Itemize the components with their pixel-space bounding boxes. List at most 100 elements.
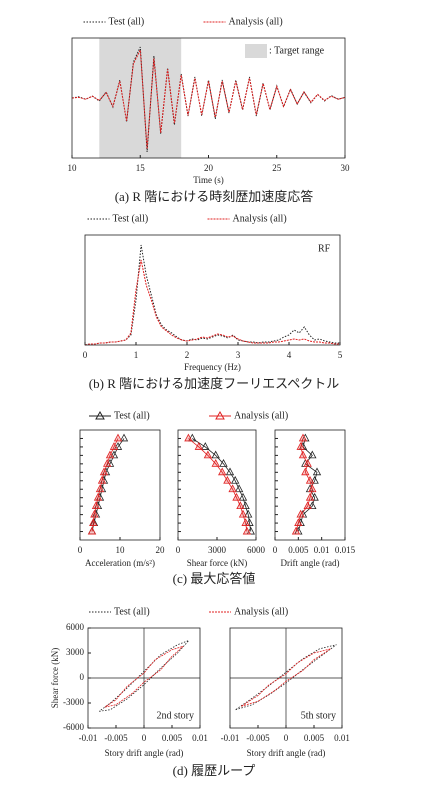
series-line xyxy=(84,259,340,346)
legend-label: Analysis (all) xyxy=(229,16,283,27)
profile-marker xyxy=(228,484,237,493)
y-tick-label: 0 xyxy=(80,672,85,682)
legend-label: Analysis (all) xyxy=(233,213,287,224)
profile-marker xyxy=(87,526,97,535)
profile-marker xyxy=(113,442,123,450)
profile-marker xyxy=(305,492,315,501)
x-tick-label: 4 xyxy=(287,350,292,360)
caption: (d) 履歴ループ xyxy=(173,763,256,778)
x-tick-label: 3 xyxy=(236,350,241,360)
x-tick-label: 0.005 xyxy=(304,733,325,743)
profile-line xyxy=(91,438,125,532)
series-line xyxy=(84,244,340,346)
x-tick-label: 25 xyxy=(272,163,282,173)
x-tick-label: -0.01 xyxy=(221,733,240,743)
x-tick-label: 3000 xyxy=(208,545,227,555)
profile-marker xyxy=(91,501,101,510)
legend-label: Test (all) xyxy=(109,16,145,27)
profile-marker xyxy=(238,509,248,518)
profile-marker xyxy=(241,501,250,510)
x-tick-label: 10 xyxy=(116,545,126,555)
legend-marker xyxy=(95,410,105,420)
profile-marker xyxy=(236,501,245,510)
target-range xyxy=(99,38,182,158)
caption: (c) 最大応答値 xyxy=(173,571,256,586)
annotation: 5th story xyxy=(301,710,336,721)
profile-marker xyxy=(238,492,248,501)
x-tick-label: 5 xyxy=(338,350,343,360)
x-tick-label: 0.01 xyxy=(334,733,350,743)
profile-marker xyxy=(298,450,308,459)
legend-label: Test (all) xyxy=(114,606,150,617)
x-tick-label: 6000 xyxy=(247,545,266,555)
profile-marker xyxy=(308,484,317,493)
x-axis-label: Drift angle (rad) xyxy=(281,558,340,568)
x-tick-label: 0.005 xyxy=(162,733,183,743)
profile-marker xyxy=(119,433,129,442)
x-axis-label: Acceleration (m/s²) xyxy=(85,558,155,568)
x-tick-label: -0.01 xyxy=(79,733,98,743)
profile-marker xyxy=(203,450,213,459)
x-tick-label: 0.005 xyxy=(288,545,309,555)
profile-marker xyxy=(218,467,227,476)
x-tick-label: 0.015 xyxy=(335,545,356,555)
profile-marker xyxy=(294,518,303,526)
x-tick-label: 0 xyxy=(284,733,289,743)
target-legend-swatch xyxy=(245,44,267,58)
profile-marker xyxy=(232,492,241,501)
legend-label: Analysis (all) xyxy=(234,606,288,617)
profile-marker xyxy=(225,467,235,476)
profile-marker xyxy=(296,442,305,450)
profile-line xyxy=(192,438,252,532)
caption: (b) R 階における加速度フーリエスペクトル xyxy=(89,376,339,391)
profile-marker xyxy=(308,450,317,459)
x-tick-label: 0 xyxy=(176,545,181,555)
profile-marker xyxy=(310,492,319,501)
profile-marker xyxy=(291,526,301,535)
hysteresis-loop xyxy=(104,645,184,708)
hysteresis-loop xyxy=(240,648,332,707)
profile-line xyxy=(188,438,248,532)
y-tick-label: 3000 xyxy=(66,647,85,657)
profile-marker xyxy=(99,467,109,476)
profile-marker xyxy=(211,450,220,459)
target-legend-label: : Target range xyxy=(269,45,325,56)
profile-marker xyxy=(303,501,312,510)
profile-marker xyxy=(113,433,123,442)
profile-marker xyxy=(242,526,252,535)
profile-marker xyxy=(201,442,210,450)
x-tick-label: 0.01 xyxy=(314,545,330,555)
x-tick-label: 2 xyxy=(185,350,190,360)
x-tick-label: 0 xyxy=(142,733,147,743)
profile-marker xyxy=(211,459,220,467)
profile-marker xyxy=(244,509,253,518)
profile-marker xyxy=(103,459,112,467)
x-axis-label: Shear force (kN) xyxy=(187,558,247,568)
profile-marker xyxy=(305,475,315,484)
profile-marker xyxy=(93,492,103,501)
profile-marker xyxy=(109,450,119,459)
legend-label: Test (all) xyxy=(113,213,149,224)
legend-label: Analysis (all) xyxy=(234,410,288,421)
x-tick-label: 0 xyxy=(78,545,83,555)
profile-marker xyxy=(95,484,105,493)
x-tick-label: 0 xyxy=(83,350,88,360)
profile-marker xyxy=(301,467,310,476)
legend-marker xyxy=(215,410,225,420)
y-tick-label: -6000 xyxy=(63,722,84,732)
profile-marker xyxy=(231,475,240,484)
profile-marker xyxy=(223,475,232,484)
profile-marker xyxy=(312,467,322,476)
x-tick-label: 20 xyxy=(204,163,214,173)
x-tick-label: 0 xyxy=(273,545,278,555)
caption: (a) R 階における時刻歴加速度応答 xyxy=(115,189,314,204)
profile-marker xyxy=(296,509,305,518)
x-axis-label: Time (s) xyxy=(193,175,223,185)
profile-marker xyxy=(234,484,244,493)
y-tick-label: -3000 xyxy=(63,697,84,707)
profile-marker xyxy=(194,442,203,450)
x-tick-label: 10 xyxy=(68,163,78,173)
annotation: RF xyxy=(318,243,331,254)
profile-marker xyxy=(310,475,319,484)
